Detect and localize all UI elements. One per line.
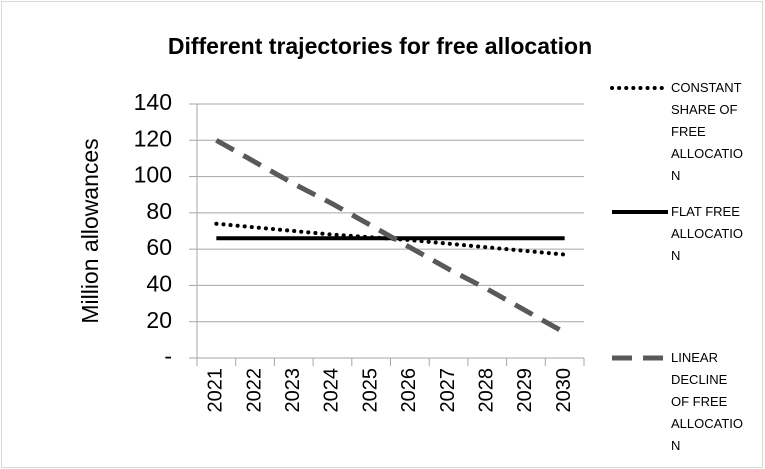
- y-tick-label: -: [164, 343, 172, 369]
- legend-label: CONSTANT SHARE OF FREE ALLOCATION: [671, 80, 744, 183]
- y-tick-label: 60: [146, 234, 172, 260]
- x-tick-label: 2023: [282, 368, 304, 413]
- y-tick-label: 140: [134, 89, 172, 115]
- y-tick-label: 100: [134, 162, 172, 188]
- x-tick-label: 2025: [359, 368, 381, 413]
- y-tick-label: 40: [146, 271, 172, 297]
- y-tick-label: 120: [134, 125, 172, 151]
- x-tick-label: 2030: [553, 368, 575, 413]
- series-line: [215, 138, 566, 335]
- x-tick-label: 2027: [437, 368, 459, 413]
- y-tick-label: 20: [146, 307, 172, 333]
- x-tick-label: 2028: [476, 368, 498, 413]
- x-tick-label: 2029: [514, 368, 536, 413]
- legend-label: LINEAR DECLINE OF FREE ALLOCATION: [671, 350, 744, 453]
- x-tick-label: 2024: [321, 368, 343, 413]
- x-tick-label: 2026: [398, 368, 420, 413]
- y-tick-label: 80: [146, 198, 172, 224]
- y-axis-label: Million allowances: [77, 138, 103, 323]
- x-tick-label: 2022: [243, 368, 265, 413]
- legend-label: FLAT FREE ALLOCATION: [671, 204, 744, 263]
- series-line: [214, 221, 567, 257]
- x-tick-label: 2021: [205, 368, 227, 413]
- chart-title: Different trajectories for free allocati…: [168, 33, 592, 59]
